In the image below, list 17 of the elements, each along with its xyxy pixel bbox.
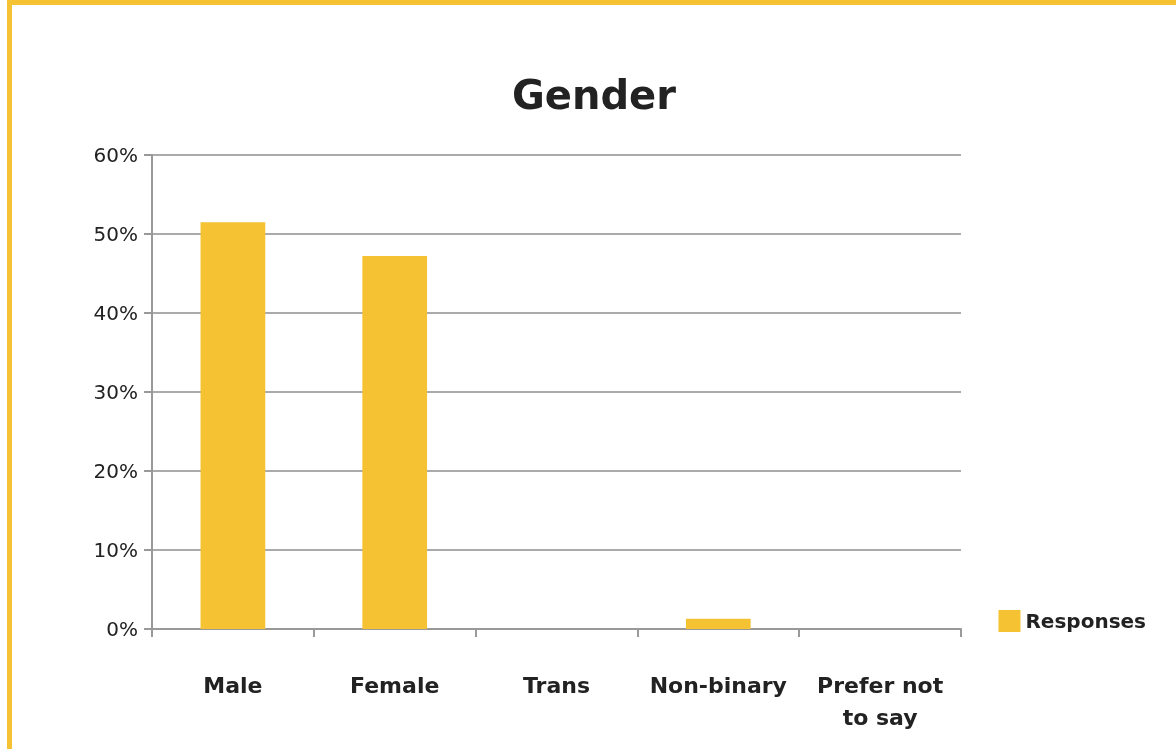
bar xyxy=(362,256,428,629)
y-tick-label: 40% xyxy=(93,301,138,325)
y-tick-label: 0% xyxy=(106,617,138,641)
x-tick-label: Trans xyxy=(522,672,591,698)
x-tick-label: Prefer not to say xyxy=(817,672,944,730)
bar xyxy=(685,618,751,629)
y-tick-label: 20% xyxy=(93,459,138,483)
x-tick-label: Non-binary xyxy=(649,672,787,698)
chart-title: Gender xyxy=(512,72,677,118)
bar xyxy=(200,222,266,629)
y-tick-label: 50% xyxy=(93,222,138,246)
x-tick-label: Male xyxy=(203,672,263,698)
x-tick-label: Female xyxy=(350,672,440,698)
legend-label: Responses xyxy=(1025,609,1147,633)
y-tick-label: 10% xyxy=(93,538,138,562)
y-tick-label: 30% xyxy=(93,380,138,404)
y-tick-label: 60% xyxy=(93,143,138,167)
